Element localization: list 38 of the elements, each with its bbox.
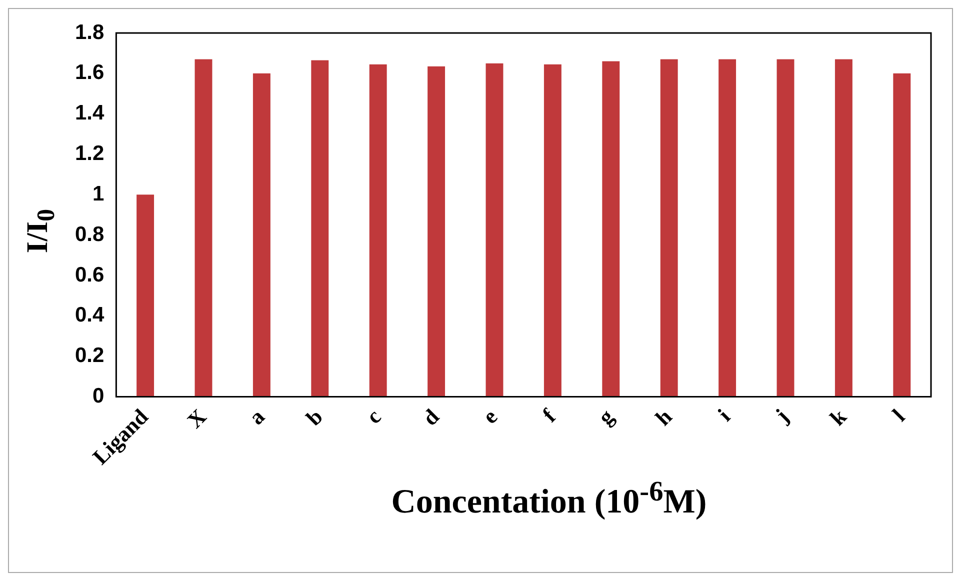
x-tick-label: j — [769, 404, 794, 428]
x-tick-label: f — [537, 404, 561, 427]
y-tick-label: 0.4 — [74, 304, 105, 327]
bar — [428, 66, 446, 397]
y-tick-label: 1.2 — [74, 142, 104, 166]
x-tick-label: k — [824, 403, 852, 430]
y-tick-label: 0.8 — [74, 222, 105, 246]
bar — [369, 64, 387, 397]
y-tick-label: 1.4 — [74, 102, 105, 125]
y-tick-label: 1.6 — [74, 61, 104, 84]
x-tick-label: b — [301, 404, 328, 430]
bar — [311, 60, 329, 397]
x-tick-label: a — [244, 404, 270, 430]
y-tick-label: 0.2 — [74, 344, 104, 368]
x-tick-label: e — [477, 404, 502, 429]
x-tick-label: i — [712, 404, 735, 426]
y-tick-label: 1 — [92, 182, 105, 206]
x-tick-label: h — [650, 404, 677, 430]
x-tick-label: d — [418, 404, 444, 430]
y-tick-label: 1.8 — [74, 20, 105, 44]
bar — [893, 73, 911, 397]
bar — [544, 64, 562, 397]
bar — [194, 59, 212, 397]
bar — [718, 59, 736, 397]
x-tick-label: X — [182, 404, 212, 433]
bar — [776, 59, 794, 397]
bar — [602, 61, 620, 397]
bar — [486, 63, 504, 397]
bar — [660, 59, 678, 397]
bar — [834, 59, 852, 397]
x-tick-label: c — [361, 404, 386, 429]
y-tick-label: 0.6 — [74, 263, 104, 286]
x-tick-label: g — [593, 404, 618, 430]
x-tick-label: l — [887, 404, 910, 426]
x-axis-title: Concentation (10$^{-6}$M) — [391, 476, 707, 522]
bar — [136, 194, 154, 397]
y-tick-label: 0 — [92, 384, 104, 408]
bar — [252, 73, 270, 397]
